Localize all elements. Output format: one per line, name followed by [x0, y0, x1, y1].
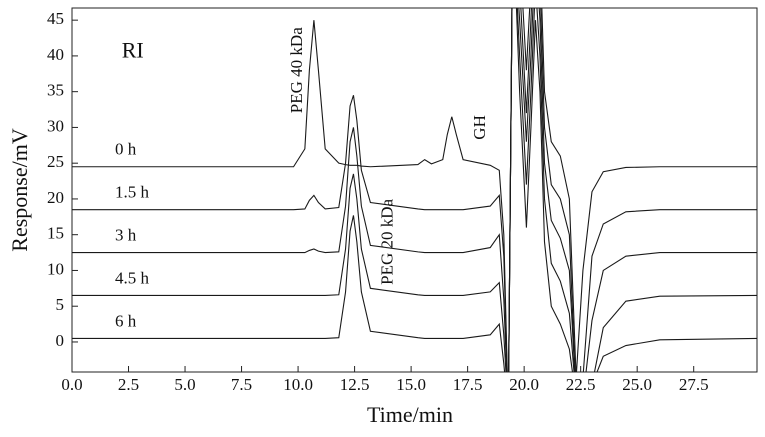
- annotation: PEG 40 kDa: [287, 27, 306, 113]
- x-tick-label: 5.0: [174, 375, 195, 394]
- x-tick-label: 17.5: [453, 375, 483, 394]
- plot-frame: [71, 7, 758, 373]
- trace: [72, 8, 757, 372]
- y-tick-label: 5: [56, 295, 65, 314]
- y-tick-label: 25: [47, 152, 64, 171]
- trace: [72, 8, 757, 372]
- y-tick-label: 0: [56, 331, 65, 350]
- trace: [72, 8, 757, 372]
- series-label: 3 h: [115, 225, 137, 244]
- plot-lines: [72, 8, 757, 372]
- series-label: 1.5 h: [115, 183, 150, 202]
- annotation: RI: [122, 37, 144, 62]
- y-axis-label: Response/mV: [7, 128, 32, 252]
- y-tick-label: 15: [47, 224, 64, 243]
- x-tick-label: 2.5: [118, 375, 139, 394]
- series-label: 0 h: [115, 140, 137, 159]
- x-tick-label: 10.0: [283, 375, 313, 394]
- annotation: GH: [470, 115, 489, 140]
- trace: [72, 8, 757, 372]
- x-tick-label: 15.0: [396, 375, 426, 394]
- x-tick-label: 25.0: [622, 375, 652, 394]
- x-tick-label: 20.0: [509, 375, 539, 394]
- y-tick-label: 10: [47, 259, 64, 278]
- x-axis-label: Time/min: [367, 402, 453, 427]
- y-tick-label: 20: [47, 188, 64, 207]
- y-tick-label: 45: [47, 9, 64, 28]
- x-tick-label: 0.0: [61, 375, 82, 394]
- annotation: PEG 20 kDa: [377, 198, 396, 284]
- x-tick-label: 22.5: [566, 375, 596, 394]
- x-tick-label: 7.5: [231, 375, 252, 394]
- trace: [72, 8, 757, 372]
- y-tick-label: 40: [47, 45, 64, 64]
- series-label: 6 h: [115, 311, 137, 330]
- x-tick-label: 12.5: [340, 375, 370, 394]
- y-tick-label: 35: [47, 81, 64, 100]
- y-tick-label: 30: [47, 116, 64, 135]
- series-label: 4.5 h: [115, 268, 150, 287]
- x-tick-label: 27.5: [679, 375, 709, 394]
